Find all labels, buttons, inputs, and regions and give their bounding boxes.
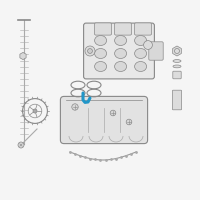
Circle shape	[126, 119, 132, 125]
FancyBboxPatch shape	[114, 23, 132, 35]
FancyBboxPatch shape	[60, 96, 148, 144]
FancyBboxPatch shape	[172, 90, 182, 110]
Polygon shape	[173, 46, 181, 56]
FancyBboxPatch shape	[134, 23, 152, 35]
Ellipse shape	[173, 65, 181, 68]
Ellipse shape	[135, 48, 147, 58]
FancyBboxPatch shape	[84, 23, 154, 79]
Circle shape	[18, 142, 24, 148]
Ellipse shape	[135, 62, 147, 72]
FancyBboxPatch shape	[94, 23, 112, 35]
FancyBboxPatch shape	[173, 71, 181, 79]
Ellipse shape	[95, 62, 107, 72]
Polygon shape	[20, 52, 26, 60]
Ellipse shape	[95, 48, 107, 58]
Circle shape	[144, 41, 152, 49]
Ellipse shape	[95, 36, 107, 46]
Ellipse shape	[173, 60, 181, 62]
Ellipse shape	[115, 36, 127, 46]
Ellipse shape	[135, 36, 147, 46]
Ellipse shape	[115, 62, 127, 72]
Ellipse shape	[115, 48, 127, 58]
Circle shape	[110, 110, 116, 116]
Circle shape	[88, 49, 92, 53]
Circle shape	[33, 109, 37, 113]
FancyBboxPatch shape	[149, 42, 163, 60]
Circle shape	[85, 46, 95, 56]
Circle shape	[72, 104, 78, 110]
